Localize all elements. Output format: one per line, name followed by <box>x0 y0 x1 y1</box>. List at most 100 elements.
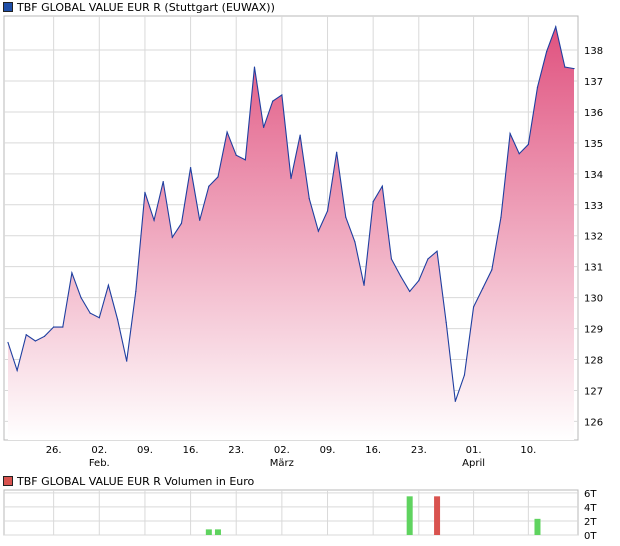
price-point <box>135 290 137 293</box>
volume-legend-label: TBF GLOBAL VALUE EUR R Volumen in Euro <box>17 474 255 488</box>
price-point <box>263 126 265 129</box>
volume-bar <box>406 496 413 535</box>
price-point <box>25 334 27 336</box>
price-point <box>244 159 246 161</box>
y-tick-label: 133 <box>584 201 603 212</box>
volume-legend: TBF GLOBAL VALUE EUR R Volumen in Euro <box>3 474 254 488</box>
price-point <box>299 134 301 136</box>
x-tick-label: 16. <box>365 445 381 456</box>
price-chart: 126 127 128 129 130 131 132 133 134 135 136 137 138 2… <box>3 15 603 469</box>
price-area <box>8 26 574 441</box>
month-label: Feb. <box>89 458 110 469</box>
x-tick-label: 23. <box>228 445 244 456</box>
price-point <box>317 230 319 232</box>
price-point <box>107 284 110 286</box>
price-point <box>171 236 173 238</box>
price-point <box>308 197 310 200</box>
y-tick-label: 136 <box>584 108 603 119</box>
x-tick-label: 09. <box>137 445 153 456</box>
price-point <box>144 191 146 194</box>
volume-bar <box>534 518 541 535</box>
volume-chart: 0T 2T 4T 6T <box>3 489 597 542</box>
price-point <box>53 326 55 328</box>
price-point <box>208 185 210 187</box>
price-point <box>43 335 46 337</box>
volume-bar <box>434 496 441 535</box>
volume-legend-swatch <box>3 476 13 486</box>
price-point <box>536 86 539 88</box>
price-point <box>336 151 338 153</box>
price-point <box>226 131 228 133</box>
price-point <box>199 219 201 221</box>
price-point <box>427 258 429 260</box>
price-point <box>463 374 466 376</box>
price-point <box>89 312 91 314</box>
x-tick-label: 02. <box>274 445 290 456</box>
volume-y-tick-label: 2T <box>584 517 597 528</box>
volume-y-tick-label: 0T <box>584 531 597 542</box>
price-point <box>162 180 164 183</box>
y-tick-label: 135 <box>584 139 603 150</box>
price-legend-swatch <box>3 2 13 12</box>
price-point <box>272 100 274 102</box>
x-tick-label: 16. <box>183 445 199 456</box>
price-point <box>418 280 420 282</box>
price-point <box>546 50 548 53</box>
volume-bar <box>214 529 221 535</box>
x-tick-label: 01. <box>466 445 482 456</box>
price-point <box>235 154 237 156</box>
price-point <box>7 341 9 344</box>
price-point <box>500 216 502 218</box>
price-point <box>436 250 438 252</box>
price-point <box>34 340 36 342</box>
x-tick-label: 26. <box>46 445 62 456</box>
price-point <box>345 216 347 218</box>
price-point <box>217 176 219 178</box>
y-tick-label: 129 <box>584 325 603 336</box>
y-tick-label: 132 <box>584 232 603 243</box>
y-tick-label: 138 <box>584 46 603 57</box>
price-point <box>390 258 393 260</box>
price-point <box>153 219 155 221</box>
price-point <box>381 185 383 187</box>
price-point <box>354 241 356 243</box>
price-point <box>62 326 64 328</box>
price-point <box>16 369 18 371</box>
price-point <box>290 177 292 180</box>
price-point <box>564 66 566 68</box>
y-tick-label: 131 <box>584 263 603 274</box>
price-point <box>527 143 529 146</box>
price-point <box>555 26 557 28</box>
x-tick-label: 02. <box>91 445 107 456</box>
volume-y-tick-label: 4T <box>584 503 597 514</box>
month-label: April <box>462 458 485 469</box>
price-point <box>253 66 256 68</box>
price-point <box>116 318 119 320</box>
price-legend: TBF GLOBAL VALUE EUR R (Stuttgart (EUWAX… <box>3 0 275 14</box>
price-point <box>326 210 329 212</box>
price-point <box>180 222 183 224</box>
price-point <box>491 269 493 271</box>
y-tick-label: 126 <box>584 417 603 428</box>
price-point <box>445 321 447 323</box>
price-point <box>409 290 411 293</box>
price-point <box>472 306 475 308</box>
price-point <box>573 68 575 70</box>
price-point <box>98 317 100 319</box>
y-tick-label: 134 <box>584 170 603 181</box>
x-tick-label: 23. <box>411 445 427 456</box>
y-tick-label: 130 <box>584 294 603 305</box>
price-point <box>518 153 520 155</box>
price-point <box>363 284 365 286</box>
x-tick-label: 10. <box>520 445 536 456</box>
volume-frame <box>3 489 579 536</box>
volume-bar <box>205 529 212 535</box>
y-tick-label: 128 <box>584 356 603 367</box>
price-point <box>80 297 82 299</box>
price-point <box>454 400 456 402</box>
volume-y-tick-label: 6T <box>584 489 597 500</box>
price-point <box>281 94 283 96</box>
price-point <box>189 167 192 169</box>
y-tick-label: 137 <box>584 77 603 88</box>
price-point <box>399 275 402 277</box>
